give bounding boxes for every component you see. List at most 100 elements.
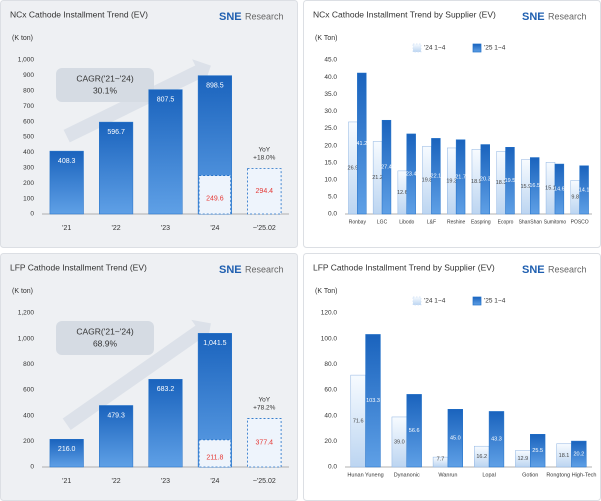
bar bbox=[49, 439, 84, 468]
y-tick-label: 900 bbox=[23, 72, 34, 79]
y-tick-label: 500 bbox=[23, 134, 34, 141]
x-tick-label: ~'25.02 bbox=[253, 478, 276, 485]
partial-label: 211.8 bbox=[206, 454, 223, 461]
data-label: 216.0 bbox=[58, 446, 76, 453]
cagr-label: CAGR('21~'24) bbox=[76, 73, 134, 83]
cagr-box bbox=[56, 68, 154, 102]
data-label: 45.0 bbox=[450, 436, 461, 442]
logo-mark: SNE bbox=[219, 264, 242, 276]
bar bbox=[431, 138, 441, 215]
yoy-value: +18.0% bbox=[253, 154, 275, 161]
yoy-label: YoY bbox=[258, 146, 270, 153]
y-tick-label: 0 bbox=[30, 464, 34, 471]
y-axis-label: (K Ton) bbox=[315, 35, 337, 42]
y-tick-label: 300 bbox=[23, 165, 34, 172]
data-label: 43.3 bbox=[491, 437, 502, 443]
y-tick-label: 600 bbox=[23, 118, 34, 125]
yoy-value: +78.2% bbox=[253, 404, 275, 411]
data-label: 41.2 bbox=[356, 141, 367, 147]
bar bbox=[455, 139, 466, 215]
x-tick-label: LGC bbox=[377, 219, 388, 225]
bar bbox=[579, 165, 589, 215]
data-label: 14.6 bbox=[554, 186, 565, 192]
legend-label: '25 1~4 bbox=[484, 45, 506, 52]
x-tick-label: '24 bbox=[210, 478, 219, 485]
legend-swatch bbox=[412, 296, 422, 306]
bar bbox=[505, 147, 515, 215]
legend-label: '24 1~4 bbox=[424, 45, 446, 52]
y-tick-label: 100 bbox=[23, 195, 34, 202]
bar bbox=[148, 89, 183, 215]
cagr-value: 68.9% bbox=[93, 338, 118, 348]
data-label: 26.9 bbox=[348, 165, 359, 171]
x-tick-label: Gotion bbox=[522, 472, 538, 478]
data-label: 377.4 bbox=[256, 440, 274, 447]
data-label: 15.9 bbox=[520, 184, 531, 190]
y-tick-label: 1,000 bbox=[18, 335, 35, 342]
data-label: 683.2 bbox=[157, 386, 175, 393]
data-label: 7.7 bbox=[437, 456, 445, 462]
x-tick-label: '23 bbox=[161, 225, 170, 232]
y-axis-label: (K ton) bbox=[12, 35, 33, 42]
bar bbox=[365, 334, 381, 468]
bar bbox=[406, 394, 422, 468]
x-tick-label: Dynanonic bbox=[394, 472, 420, 478]
data-label: 294.4 bbox=[256, 188, 274, 195]
data-label: 27.4 bbox=[381, 165, 392, 171]
data-label: 479.3 bbox=[107, 412, 125, 419]
bar bbox=[148, 379, 183, 468]
y-tick-label: 0.0 bbox=[328, 211, 337, 218]
cagr-label: CAGR('21~'24) bbox=[76, 326, 134, 336]
data-label: 19.8 bbox=[422, 178, 433, 184]
x-tick-label: Easpring bbox=[471, 219, 491, 225]
y-tick-label: 15.0 bbox=[324, 159, 337, 166]
cagr-value: 30.1% bbox=[93, 85, 118, 95]
x-tick-label: '22 bbox=[112, 478, 121, 485]
data-label: 39.0 bbox=[394, 439, 405, 445]
data-label: 898.5 bbox=[206, 82, 224, 89]
logo-text: Research bbox=[245, 11, 284, 21]
bar bbox=[381, 119, 392, 215]
logo-mark: SNE bbox=[219, 11, 242, 23]
chart-title: NCx Cathode Installment Trend by Supplie… bbox=[313, 9, 496, 19]
data-label: 71.6 bbox=[353, 419, 364, 425]
x-tick-label: Libodo bbox=[399, 219, 414, 225]
bar bbox=[480, 144, 490, 215]
x-tick-label: '24 bbox=[210, 225, 219, 232]
y-tick-label: 5.0 bbox=[328, 194, 337, 201]
x-tick-label: L&F bbox=[427, 219, 436, 225]
data-label: 15.1 bbox=[545, 186, 556, 192]
partial-bar bbox=[198, 439, 232, 468]
legend-swatch bbox=[472, 43, 482, 53]
legend-label: '24 1~4 bbox=[424, 298, 446, 305]
bar bbox=[554, 163, 565, 215]
y-tick-label: 200 bbox=[23, 438, 34, 445]
data-label: 18.3 bbox=[496, 180, 507, 186]
x-tick-label: '21 bbox=[62, 478, 71, 485]
logo-mark: SNE bbox=[522, 264, 545, 276]
logo-text: Research bbox=[548, 264, 587, 274]
data-label: 14.1 bbox=[579, 187, 590, 193]
data-label: 18.1 bbox=[559, 453, 570, 459]
bar bbox=[247, 418, 282, 468]
y-tick-label: 20.0 bbox=[324, 142, 337, 149]
y-tick-label: 45.0 bbox=[324, 57, 337, 64]
data-label: 23.4 bbox=[406, 171, 417, 177]
y-tick-label: 80.0 bbox=[324, 361, 337, 368]
data-label: 16.2 bbox=[476, 454, 487, 460]
data-label: 21.2 bbox=[372, 175, 383, 181]
y-tick-label: 600 bbox=[23, 387, 34, 394]
y-tick-label: 40.0 bbox=[324, 74, 337, 81]
data-label: 9.8 bbox=[571, 195, 579, 201]
x-tick-label: Ronbay bbox=[349, 219, 367, 225]
bar bbox=[247, 168, 282, 215]
data-label: 19.5 bbox=[505, 178, 516, 184]
x-tick-label: Ecopro bbox=[498, 219, 514, 225]
bar bbox=[99, 405, 134, 468]
data-label: 56.6 bbox=[409, 428, 420, 434]
y-tick-label: 700 bbox=[23, 103, 34, 110]
y-tick-label: 20.0 bbox=[324, 438, 337, 445]
y-tick-label: 100.0 bbox=[321, 335, 338, 342]
chart-title: NCx Cathode Installment Trend (EV) bbox=[10, 9, 148, 19]
